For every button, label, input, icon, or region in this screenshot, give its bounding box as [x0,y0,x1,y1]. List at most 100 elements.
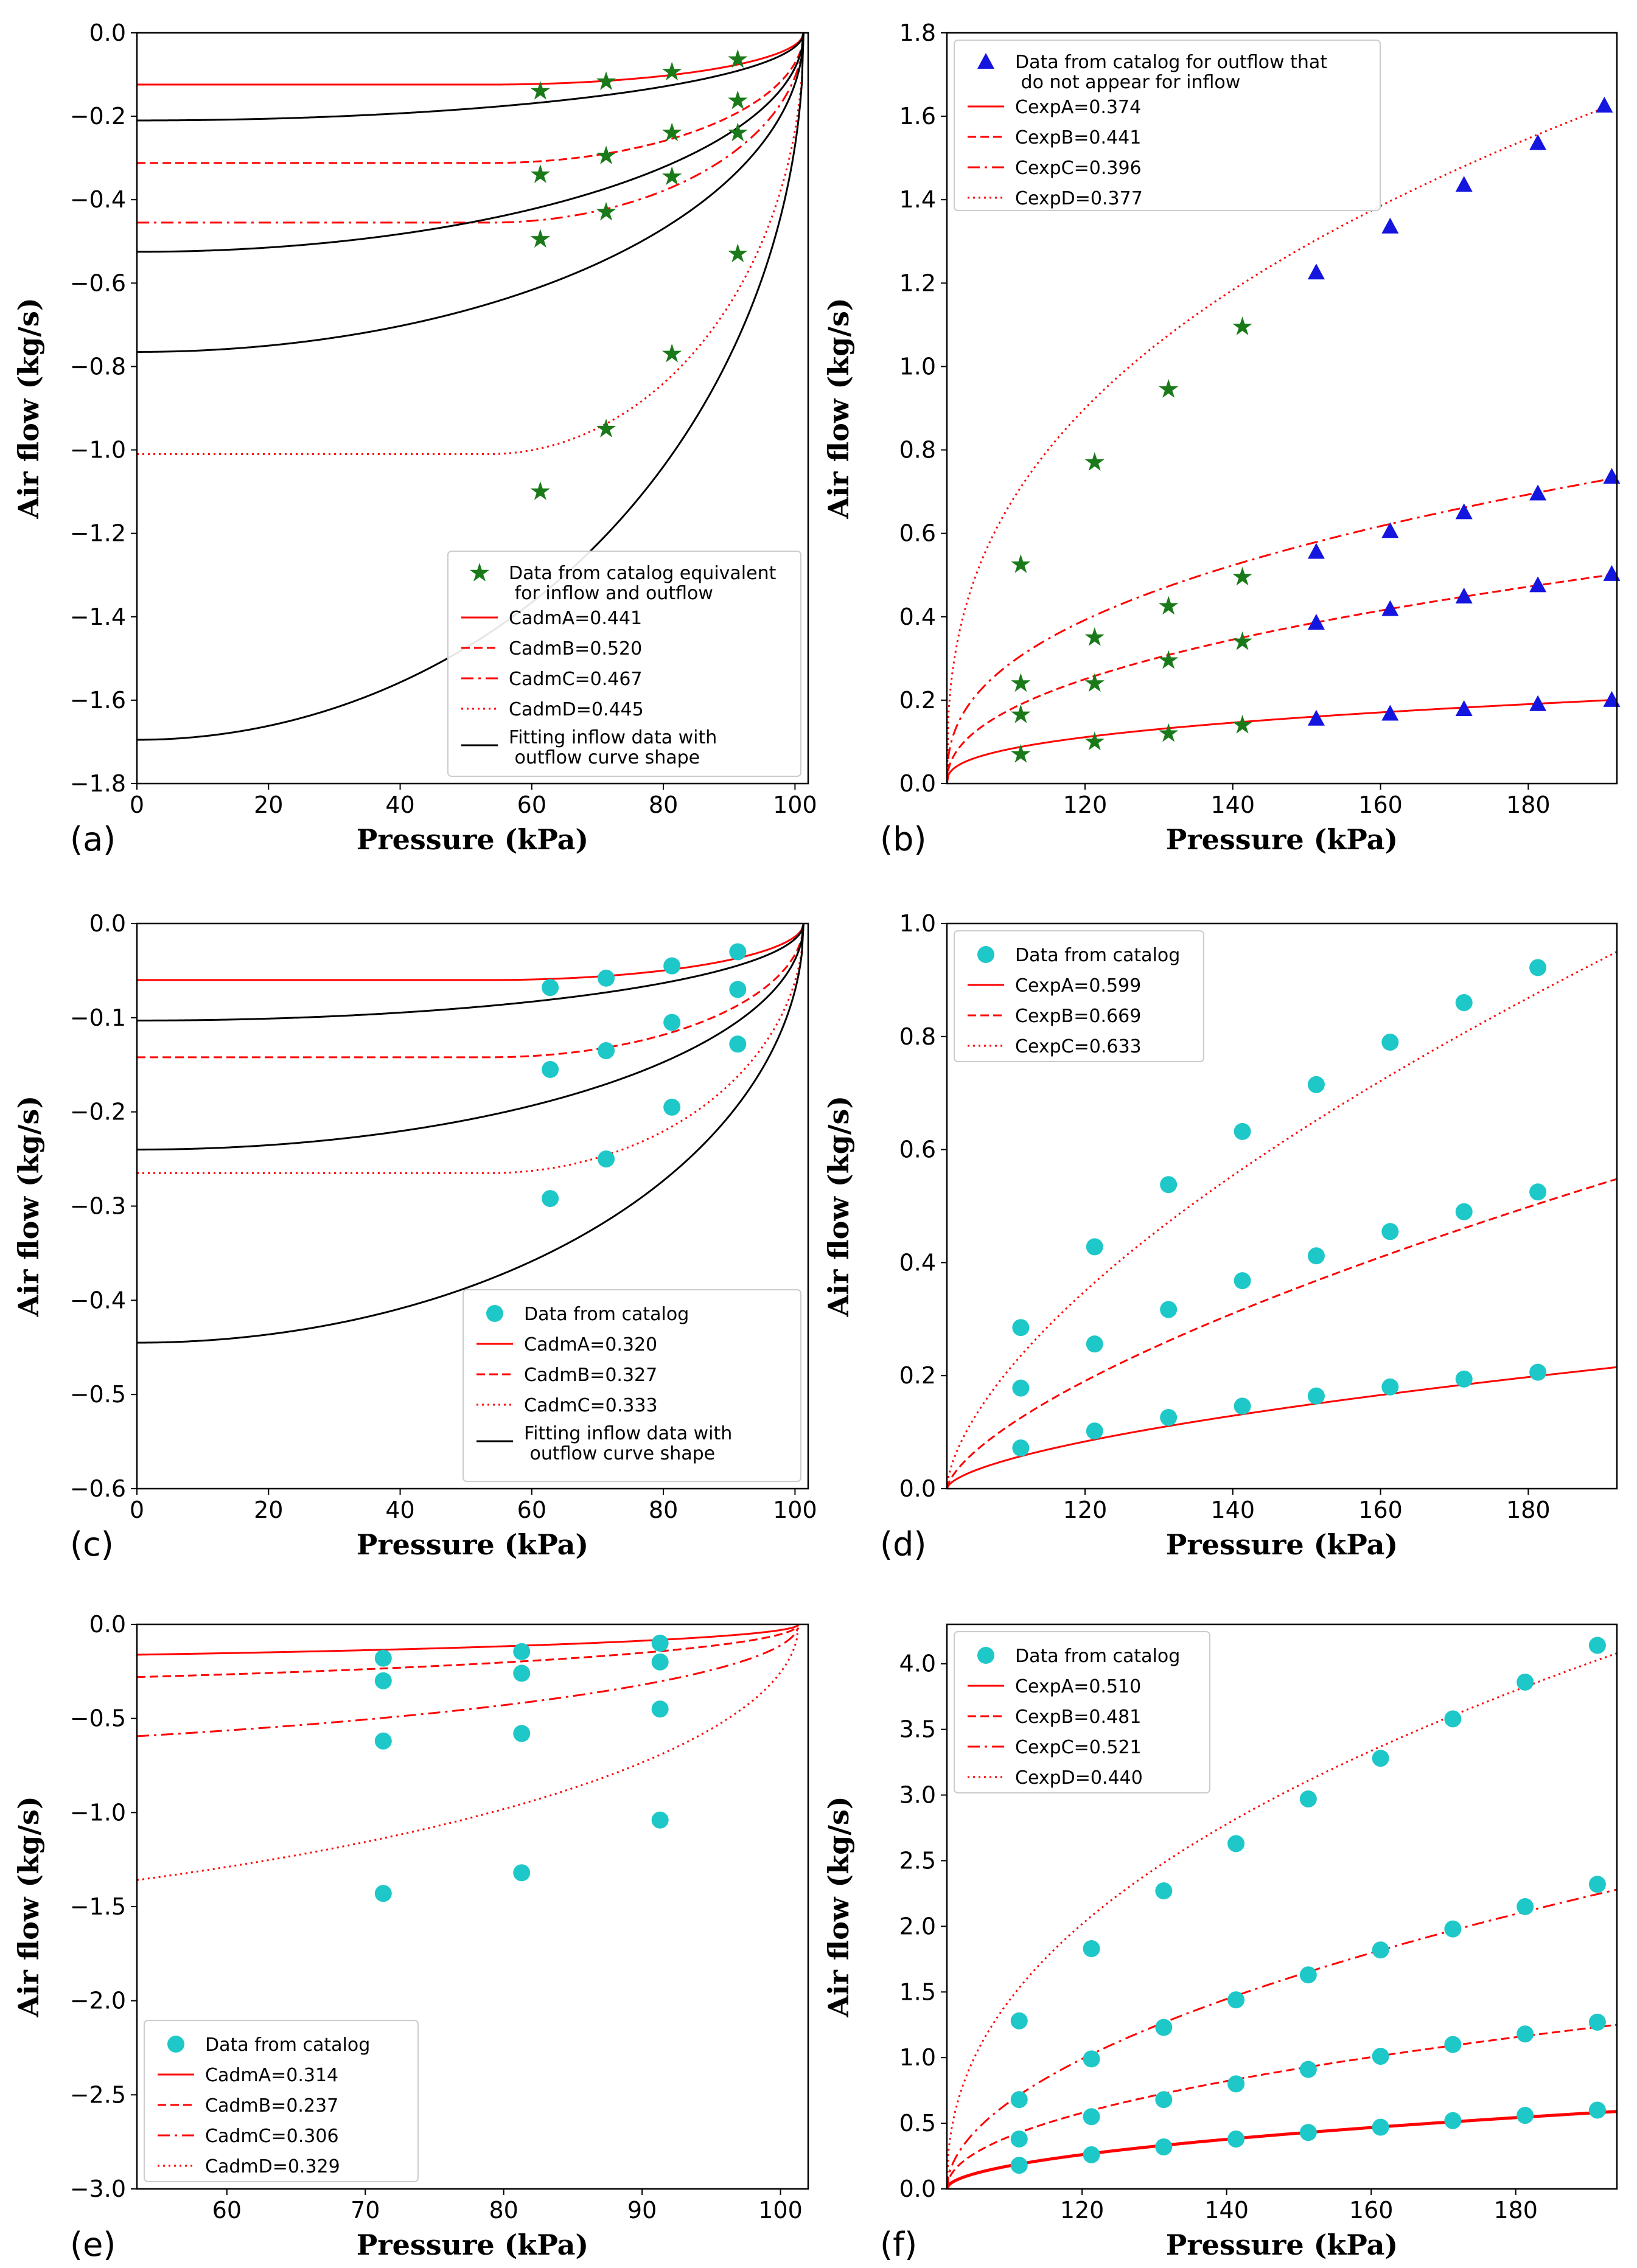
x-tick-label: 140 [1211,1497,1255,1523]
data-point [598,969,615,987]
plot-area [137,924,805,1344]
data-point [651,1811,669,1829]
y-tick-label: 0.4 [899,1249,936,1276]
data-point [1159,596,1179,615]
y-tick-label: −1.4 [70,604,126,630]
data-point [1307,1076,1325,1093]
legend: Data from catalog CadmA=0.320 CadmB=0.327 C… [462,1289,801,1482]
y-tick-label: −0.2 [70,103,126,130]
data-point [1227,2130,1245,2148]
y-tick-label: −0.5 [70,1705,126,1732]
y-tick-label: 2.5 [899,1847,936,1874]
data-point [1011,554,1031,573]
chart-panel-d: 120 140 160 180 0.0 0.2 0.4 0.6 0.8 1.0 Pressure (… [822,910,1618,1564]
legend-label: CadmA=0.320 [524,1334,657,1355]
legend-label: CexpB=0.481 [1015,1706,1141,1728]
data-point [663,1098,681,1116]
legend-label: Data from catalog [1015,945,1180,966]
data-point [530,481,551,500]
y-tick-label: −0.4 [70,186,126,213]
data-point [1517,2107,1534,2124]
series-line-cexpc [947,951,1617,1489]
legend-label: CexpA=0.510 [1015,1676,1141,1697]
legend-label: Data from catalog for outflow that do no… [1015,52,1327,93]
x-tick-label: 100 [758,2197,803,2224]
y-tick-label: 1.6 [899,103,936,130]
legend-label: CadmA=0.314 [205,2065,338,2086]
data-point [1010,2157,1028,2174]
data-point [1232,715,1252,734]
y-axis-label: Air flow (kg/s) [12,1796,45,2017]
legend-label: CadmB=0.327 [524,1365,657,1386]
y-tick-label: 0.6 [899,520,936,547]
legend-marker [977,53,994,69]
data-point [1299,2061,1317,2078]
y-tick-label: 0.8 [899,1023,936,1050]
y-tick-label: −1.8 [70,770,126,797]
data-point [1381,704,1399,721]
x-axis-label: Pressure (kPa) [357,823,588,856]
data-point [530,229,551,248]
x-tick-label: 180 [1506,791,1551,818]
legend-label: CexpB=0.669 [1015,1006,1141,1027]
series-line-fit-c [137,33,805,353]
data-point [542,979,559,997]
data-point [1529,1183,1547,1201]
data-point [663,1014,681,1031]
y-tick-label: 2.0 [899,1913,936,1939]
series-line-fit-a [137,924,805,1021]
x-tick-label: 80 [649,1497,678,1523]
data-point [1159,723,1179,742]
y-tick-label: −1.2 [70,520,126,547]
data-point [513,1725,531,1742]
y-tick-label: 1.0 [899,353,936,380]
x-tick-label: 160 [1358,1497,1403,1523]
x-tick-label: 60 [517,1497,546,1523]
legend-box [462,1289,801,1482]
legend: Data from catalog CexpA=0.599 CexpB=0.669 C… [954,930,1204,1062]
data-point [1603,468,1621,484]
data-point [513,1643,531,1660]
series-line-cadmb [137,1624,800,1678]
series-line-fit-a [137,33,805,122]
data-point [374,1649,392,1667]
legend-label: Data from catalog equivalent for inflow … [509,563,777,604]
x-tick-label: 120 [1063,791,1108,818]
x-tick-label: 70 [351,2197,380,2224]
y-axis-label: Air flow (kg/s) [12,1096,45,1317]
series-line-cadmc [137,33,805,224]
data-point [1372,2118,1389,2136]
y-tick-label: 1.4 [899,186,936,213]
data-point [1455,994,1473,1012]
legend-label: Fitting inflow data with outflow curve s… [524,1423,732,1464]
y-tick-label: −0.4 [70,1287,126,1313]
series-line-cexpa [947,699,1610,784]
y-axis-label: Air flow (kg/s) [822,297,855,519]
y-tick-label: 0.2 [899,1362,936,1389]
x-axis-label: Pressure (kPa) [357,1528,588,1561]
plot-frame [946,1623,1618,2190]
y-tick-label: −1.0 [70,1799,126,1826]
y-tick-label: 1.0 [899,2044,936,2071]
y-tick-label: 0.0 [899,2176,936,2202]
data-point [1232,566,1252,586]
legend-marker [486,1305,503,1322]
y-tick-label: 3.0 [899,1782,936,1809]
y-tick-label: −0.6 [70,1475,126,1502]
data-point [1455,1203,1473,1220]
data-point [1455,503,1473,520]
legend-box [954,1631,1210,1793]
legend-label: CadmB=0.237 [205,2095,338,2117]
data-point [1227,1835,1245,1852]
series-line-cexpb [947,2023,1617,2189]
legend-label: Data from catalog [1015,1646,1180,1667]
data-point [1529,959,1547,976]
plot-area [947,105,1610,784]
data-point [1012,1379,1030,1397]
y-tick-label: 0.0 [899,770,936,797]
legend-label: Data from catalog [524,1304,689,1325]
y-tick-label: −1.5 [70,1893,126,1920]
data-point [1234,1272,1251,1290]
data-point [1160,1176,1178,1194]
data-point [1083,2146,1100,2163]
